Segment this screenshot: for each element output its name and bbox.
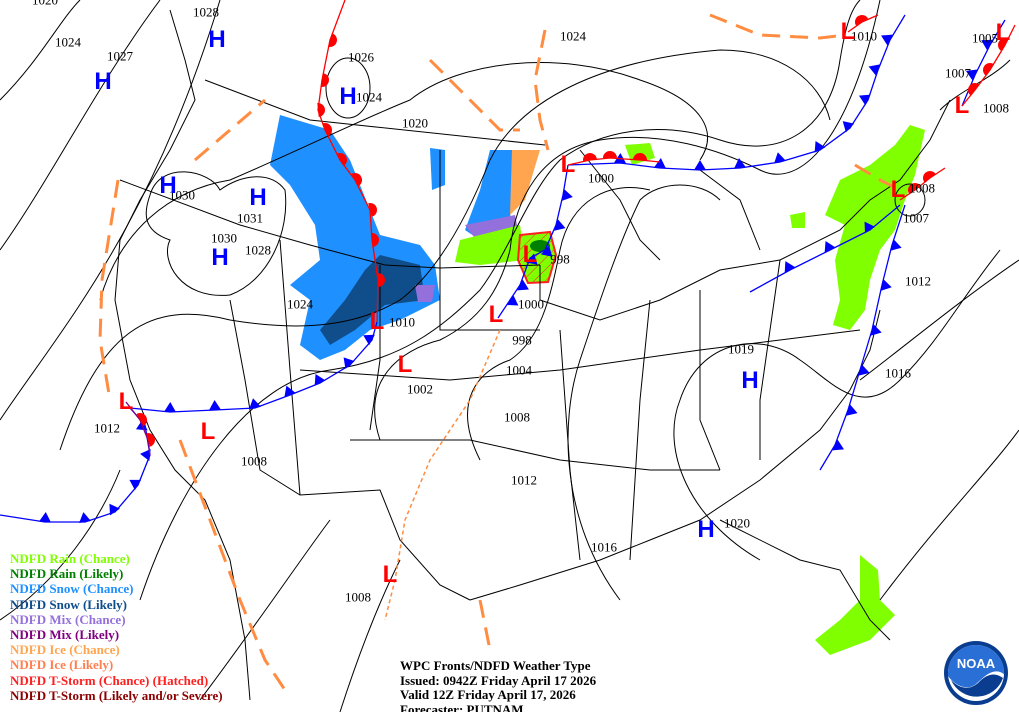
isobar-label: 1020 xyxy=(402,115,428,131)
cold-front xyxy=(749,204,901,293)
isobar-label: 1008 xyxy=(504,409,530,425)
noaa-logo-text: NOAA xyxy=(957,656,996,671)
cold-front xyxy=(819,204,906,471)
isobar-label: 1016 xyxy=(885,365,911,381)
legend-item-ice-likely: NDFD Ice (Likely) xyxy=(10,657,114,673)
legend: NDFD Rain (Chance) NDFD Rain (Likely) ND… xyxy=(10,551,223,703)
low-pressure-symbol: L xyxy=(118,388,134,415)
low-pressure-symbol: L xyxy=(995,19,1011,46)
high-pressure-symbol: H xyxy=(211,244,229,271)
cold-front xyxy=(0,407,151,523)
rain-chance-area xyxy=(825,125,925,330)
isobar-label: 1007 xyxy=(945,65,971,81)
isobar-label: 1028 xyxy=(193,4,219,20)
issued-time: Issued: 0942Z Friday April 17 2026 xyxy=(400,672,597,688)
warm-front xyxy=(961,24,1016,107)
high-pressure-symbol: H xyxy=(208,26,226,53)
isobar-label: 1000 xyxy=(518,296,544,312)
high-pressure-symbol: H xyxy=(249,184,267,211)
warm-front xyxy=(847,14,879,33)
legend-item-tstorm-chance: NDFD T-Storm (Chance) (Hatched) xyxy=(10,672,209,688)
isobar-label: 998 xyxy=(512,332,532,348)
noaa-logo: NOAA xyxy=(944,641,1008,705)
legend-item-mix-likely: NDFD Mix (Likely) xyxy=(10,627,120,643)
occluded-front xyxy=(125,401,155,456)
isobar-label: 1008 xyxy=(983,100,1009,116)
isobar-label: 1008 xyxy=(241,453,267,469)
legend-item-mix-chance: NDFD Mix (Chance) xyxy=(10,611,126,627)
rain-chance-area xyxy=(790,212,805,228)
forecaster: Forecaster: PUTNAM xyxy=(400,701,524,712)
isobar-label: 998 xyxy=(550,251,570,267)
isobar-label: 1019 xyxy=(728,341,754,357)
isobar-label: 1026 xyxy=(348,49,374,65)
high-pressure-symbol: H xyxy=(159,172,177,199)
legend-item-ice-chance: NDFD Ice (Chance) xyxy=(10,642,120,658)
snow-chance-area xyxy=(430,148,445,190)
low-pressure-symbol: L xyxy=(522,241,538,268)
isobar-label: 1031 xyxy=(237,210,263,226)
high-pressure-symbol: H xyxy=(697,516,715,543)
isobar-label: 1008 xyxy=(345,589,371,605)
isobar-label: 1028 xyxy=(245,242,271,258)
low-pressure-symbol: L xyxy=(954,92,970,119)
low-pressure-symbol: L xyxy=(369,308,385,335)
warm-front xyxy=(567,151,661,166)
isobar-label: 1024 xyxy=(55,34,81,50)
warm-fronts xyxy=(125,0,1016,456)
isobar-label: 1030 xyxy=(211,230,237,246)
isobar-label: 1008 xyxy=(909,180,935,196)
cold-front xyxy=(567,14,906,171)
isobar-label: 1004 xyxy=(506,362,532,378)
warm-front xyxy=(317,0,385,323)
isobar-label: 1020 xyxy=(32,0,58,8)
isobar-label: 1012 xyxy=(511,472,537,488)
isobar-label: 1010 xyxy=(389,314,415,330)
isobar-label: 1020 xyxy=(724,515,750,531)
high-pressure-symbol: H xyxy=(94,68,112,95)
dry-line xyxy=(384,329,501,621)
isobar-label: 1030 xyxy=(169,187,195,203)
high-pressure-symbol: H xyxy=(741,367,759,394)
legend-item-rain-likely: NDFD Rain (Likely) xyxy=(10,566,124,582)
legend-item-snow-likely: NDFD Snow (Likely) xyxy=(10,596,128,612)
low-pressure-symbol: L xyxy=(382,561,398,588)
cold-front xyxy=(497,164,573,319)
low-pressure-symbol: L xyxy=(488,301,504,328)
isobar-label: 1016 xyxy=(591,539,617,555)
low-pressure-symbol: L xyxy=(890,176,906,203)
isobar-label: 1010 xyxy=(851,28,877,44)
legend-item-tstorm-likely: NDFD T-Storm (Likely and/or Severe) xyxy=(10,687,223,703)
legend-item-rain-chance: NDFD Rain (Chance) xyxy=(10,551,130,566)
isobar-label: 1027 xyxy=(107,48,133,64)
geography-lines xyxy=(114,9,951,701)
snow-likely-area xyxy=(320,255,425,345)
isobar-label: 1000 xyxy=(588,170,614,186)
isobar-label: 1024 xyxy=(560,28,586,44)
isobar-label: 1007 xyxy=(903,210,929,226)
low-pressure-symbol: L xyxy=(200,418,216,445)
high-pressure-symbol: H xyxy=(339,83,357,110)
cold-front xyxy=(129,321,378,413)
map-title-block: WPC Fronts/NDFD Weather Type Issued: 094… xyxy=(400,658,597,712)
ice-chance-area xyxy=(510,150,540,215)
isobar-label: 1002 xyxy=(407,381,433,397)
precip-areas xyxy=(270,115,925,655)
isobar-label: 1024 xyxy=(287,296,313,312)
isobar-label: 1012 xyxy=(94,420,120,436)
mix-chance-area xyxy=(415,285,435,302)
warm-front xyxy=(899,167,946,201)
low-pressure-symbol: L xyxy=(560,151,576,178)
low-pressure-symbol: L xyxy=(840,18,856,45)
rain-chance-area xyxy=(815,555,895,655)
isobar-label: 1012 xyxy=(905,273,931,289)
isobar-label: 1005 xyxy=(972,30,998,46)
low-pressure-symbol: L xyxy=(397,351,413,378)
legend-item-snow-chance: NDFD Snow (Chance) xyxy=(10,581,134,597)
valid-time: Valid 12Z Friday April 17, 2026 xyxy=(400,687,576,702)
isobar-label: 1024 xyxy=(356,89,382,105)
map-title: WPC Fronts/NDFD Weather Type xyxy=(400,658,591,673)
